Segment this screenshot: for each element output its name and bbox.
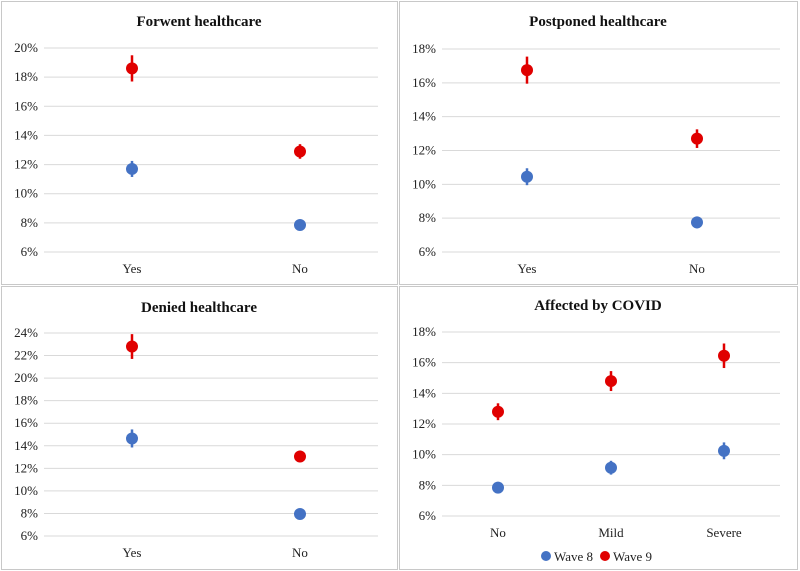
y-tick-label: 6%: [419, 244, 437, 259]
x-tick-label: Mild: [598, 525, 624, 540]
data-point: [294, 450, 306, 463]
y-tick-label: 12%: [412, 143, 436, 158]
panel-postponed-healthcare: Postponed healthcare 6% 8% 10% 12% 14% 16% 18%…: [399, 1, 798, 285]
y-tick-label: 14%: [412, 109, 436, 124]
x-tick-label: No: [292, 261, 308, 276]
legend-marker-wave-9: [600, 551, 610, 561]
y-tick-label: 20%: [14, 40, 38, 55]
panel-affected-by-covid: Affected by COVID 6% 8% 10% 12% 14% 16% 18% No M…: [399, 286, 798, 570]
y-tick-label: 6%: [419, 508, 437, 523]
x-tick-label: No: [292, 545, 308, 560]
panel-border: [399, 286, 798, 570]
y-tick-label: 18%: [14, 69, 38, 84]
data-point: [605, 461, 617, 474]
data-point: [126, 340, 138, 353]
panel-denied-healthcare: Denied healthcare 6% 8% 10% 12% 14% 16% 18% 20%…: [1, 286, 398, 570]
data-point: [691, 216, 703, 229]
panel-title: Forwent healthcare: [136, 14, 261, 30]
y-tick-label: 24%: [14, 325, 38, 340]
y-tick-label: 8%: [419, 477, 437, 492]
panel-title: Denied healthcare: [141, 300, 257, 316]
panel-border: [399, 1, 798, 285]
data-point: [492, 481, 504, 494]
y-tick-label: 14%: [14, 127, 38, 142]
x-tick-label: Yes: [518, 261, 537, 276]
y-tick-label: 12%: [14, 157, 38, 172]
y-tick-label: 10%: [14, 186, 38, 201]
legend-label-wave-8: Wave 8: [554, 549, 593, 564]
data-point: [294, 219, 306, 232]
y-tick-label: 12%: [14, 460, 38, 475]
data-point: [605, 375, 617, 388]
y-tick-label: 14%: [14, 438, 38, 453]
panel-border: [1, 286, 398, 570]
data-point: [126, 62, 138, 75]
panel-border: [1, 1, 398, 285]
y-tick-label: 6%: [21, 528, 39, 543]
y-tick-label: 18%: [412, 324, 436, 339]
y-tick-label: 16%: [14, 415, 38, 430]
legend: Wave 8 Wave 9: [541, 549, 652, 564]
y-tick-label: 12%: [412, 416, 436, 431]
x-tick-label: No: [689, 261, 705, 276]
data-point: [521, 170, 533, 183]
legend-label-wave-9: Wave 9: [613, 549, 652, 564]
data-point: [521, 64, 533, 77]
y-tick-label: 10%: [412, 447, 436, 462]
data-point: [294, 508, 306, 521]
y-tick-label: 16%: [14, 98, 38, 113]
data-point: [126, 432, 138, 445]
panel-title: Affected by COVID: [534, 298, 662, 314]
y-tick-label: 18%: [14, 393, 38, 408]
y-tick-label: 22%: [14, 348, 38, 363]
panel-title: Postponed healthcare: [529, 14, 667, 30]
x-tick-label: Yes: [123, 261, 142, 276]
y-tick-label: 10%: [14, 483, 38, 498]
y-tick-label: 14%: [412, 385, 436, 400]
panel-forwent-healthcare: Forwent healthcare 6% 8% 10% 12% 14% 16% 18% 20…: [1, 1, 398, 285]
x-tick-label: Severe: [706, 525, 742, 540]
y-tick-label: 10%: [412, 176, 436, 191]
y-tick-label: 20%: [14, 370, 38, 385]
legend-marker-wave-8: [541, 551, 551, 561]
y-tick-label: 8%: [419, 210, 437, 225]
data-point: [691, 132, 703, 145]
y-tick-label: 16%: [412, 75, 436, 90]
data-point: [294, 145, 306, 158]
data-point: [126, 162, 138, 175]
y-tick-label: 8%: [21, 215, 39, 230]
y-tick-label: 18%: [412, 41, 436, 56]
y-tick-label: 8%: [21, 505, 39, 520]
data-point: [492, 405, 504, 418]
y-tick-label: 16%: [412, 355, 436, 370]
data-point: [718, 349, 730, 362]
y-tick-label: 6%: [21, 244, 39, 259]
data-point: [718, 444, 730, 457]
x-tick-label: Yes: [123, 545, 142, 560]
x-tick-label: No: [490, 525, 506, 540]
